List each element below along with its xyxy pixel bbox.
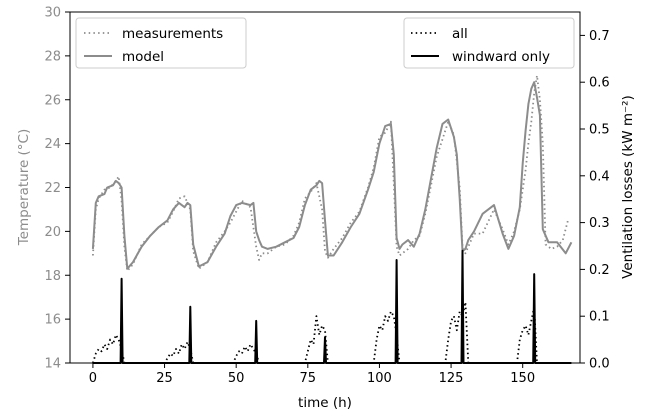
y-right-tick-label: 0.5: [589, 123, 610, 138]
series-line-measurements: [92, 74, 570, 272]
legend-measurements-label: measurements: [122, 26, 223, 42]
y-right-tick-label: 0.4: [589, 169, 610, 184]
x-tick-label: 75: [300, 371, 317, 386]
y-left-tick-label: 28: [44, 49, 61, 64]
y-left-tick-label: 24: [44, 137, 61, 152]
series-line-windward-only: [92, 249, 572, 364]
x-tick-label: 50: [228, 371, 245, 386]
legend-left-frame: [75, 17, 247, 69]
series-line-all: [92, 301, 538, 364]
y-axis-left-label: Temperature (°C): [16, 129, 32, 247]
x-tick-label: 0: [89, 371, 97, 386]
y-left-tick-label: 22: [44, 181, 61, 196]
y-right-tick-label: 0.1: [589, 310, 610, 325]
y-axis-left-ticks: 14 16 18 20 22 24 26 28 30: [44, 6, 70, 372]
x-tick-label: 100: [367, 371, 392, 386]
y-left-tick-label: 16: [44, 313, 61, 328]
legend-windward-label: windward only: [452, 49, 550, 65]
y-left-tick-label: 14: [44, 357, 61, 372]
x-axis-label: time (h): [298, 395, 352, 411]
legend-right-frame: [403, 17, 575, 69]
x-tick-label: 125: [439, 371, 464, 386]
x-tick-label: 25: [156, 371, 173, 386]
legend-right: all windward only: [403, 17, 575, 69]
y-axis-right-ticks: 0.0 0.1 0.2 0.3 0.4 0.5 0.6 0.7: [580, 29, 610, 372]
y-right-tick-label: 0.0: [589, 357, 610, 372]
y-left-tick-label: 18: [44, 269, 61, 284]
legend-all-label: all: [452, 26, 468, 42]
y-right-tick-label: 0.7: [589, 29, 610, 44]
y-right-tick-label: 0.6: [589, 76, 610, 91]
plot-marks: [91, 74, 573, 364]
y-axis-right-label: Ventilation losses (kW m⁻²): [620, 95, 636, 279]
legend-model-label: model: [122, 49, 164, 65]
y-left-tick-label: 30: [44, 6, 61, 21]
y-left-tick-label: 26: [44, 93, 61, 108]
legend-left: measurements model: [75, 17, 247, 69]
y-right-tick-label: 0.2: [589, 263, 610, 278]
x-tick-label: 150: [510, 371, 535, 386]
y-right-tick-label: 0.3: [589, 216, 610, 231]
x-axis-ticks: 0 25 50 75 100 125 150: [89, 363, 535, 386]
y-left-tick-label: 20: [44, 225, 61, 240]
series-line-model: [91, 81, 573, 270]
